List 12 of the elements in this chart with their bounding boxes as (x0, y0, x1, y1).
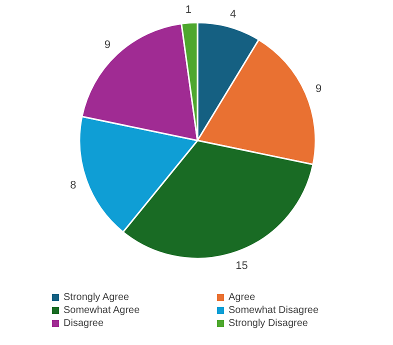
legend-label: Strongly Disagree (228, 318, 308, 329)
data-label: 4 (230, 8, 236, 20)
legend-label: Somewhat Disagree (228, 305, 319, 316)
legend-label: Strongly Agree (64, 292, 130, 303)
data-label: 8 (70, 180, 76, 192)
legend-label: Disagree (64, 318, 104, 329)
data-label: 1 (185, 4, 192, 16)
data-label: 9 (104, 39, 110, 52)
legend-label: Agree (228, 292, 256, 303)
data-label: 9 (316, 82, 322, 95)
data-label: 15 (236, 260, 248, 272)
legend-label: Somewhat Agree (64, 305, 140, 316)
